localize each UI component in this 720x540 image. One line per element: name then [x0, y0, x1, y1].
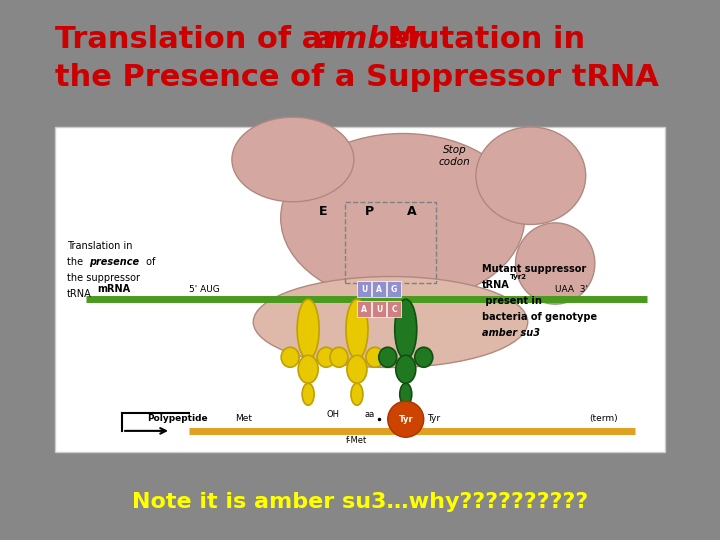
- Ellipse shape: [253, 276, 528, 368]
- Bar: [372, 301, 386, 317]
- Ellipse shape: [351, 383, 363, 405]
- Text: Met: Met: [235, 414, 253, 423]
- Text: A: A: [407, 205, 417, 218]
- Ellipse shape: [347, 355, 367, 383]
- Ellipse shape: [400, 383, 412, 405]
- Text: the Presence of a Suppressor tRNA: the Presence of a Suppressor tRNA: [55, 63, 659, 91]
- Bar: [387, 281, 401, 297]
- Text: C: C: [391, 305, 397, 314]
- Text: U: U: [376, 305, 382, 314]
- Ellipse shape: [330, 347, 348, 367]
- Ellipse shape: [281, 347, 299, 367]
- Text: P: P: [364, 205, 374, 218]
- Text: Note it is amber su3…why??????????: Note it is amber su3…why??????????: [132, 492, 588, 512]
- Bar: [387, 301, 401, 317]
- Ellipse shape: [379, 347, 397, 367]
- Text: (term): (term): [590, 414, 618, 423]
- Text: mRNA: mRNA: [98, 284, 131, 294]
- Text: G: G: [391, 285, 397, 294]
- Text: OH: OH: [326, 410, 339, 418]
- Text: E: E: [319, 205, 328, 218]
- Text: Tyr: Tyr: [398, 415, 413, 424]
- Text: f-Met: f-Met: [346, 436, 368, 446]
- Text: Translation of an: Translation of an: [55, 25, 354, 55]
- Ellipse shape: [395, 299, 417, 359]
- Text: Tyr: Tyr: [427, 414, 440, 423]
- Ellipse shape: [302, 383, 314, 405]
- Ellipse shape: [297, 299, 319, 359]
- Text: U: U: [361, 285, 367, 294]
- Bar: [357, 301, 371, 317]
- Bar: [357, 281, 371, 297]
- Circle shape: [388, 401, 424, 437]
- Text: present in: present in: [482, 295, 542, 306]
- Text: tRNA: tRNA: [67, 289, 92, 299]
- Bar: [55, 127, 665, 452]
- Text: bacteria of genotype: bacteria of genotype: [482, 312, 597, 321]
- Ellipse shape: [298, 355, 318, 383]
- Text: Stop
codon: Stop codon: [438, 145, 470, 167]
- Text: 5' AUG: 5' AUG: [189, 285, 220, 294]
- Ellipse shape: [366, 347, 384, 367]
- Text: A: A: [361, 305, 367, 314]
- Text: tRNA: tRNA: [482, 280, 510, 289]
- Text: presence: presence: [89, 256, 140, 267]
- Text: aa: aa: [364, 410, 374, 418]
- Text: Mutation in: Mutation in: [377, 25, 585, 55]
- Ellipse shape: [396, 355, 415, 383]
- Text: Polypeptide: Polypeptide: [147, 414, 207, 423]
- Text: A: A: [376, 285, 382, 294]
- Bar: [345, 202, 436, 283]
- Ellipse shape: [476, 127, 585, 225]
- Ellipse shape: [516, 223, 595, 304]
- Ellipse shape: [415, 347, 433, 367]
- Ellipse shape: [317, 347, 335, 367]
- Text: the: the: [67, 256, 86, 267]
- Ellipse shape: [232, 117, 354, 202]
- Text: Mutant suppressor: Mutant suppressor: [482, 264, 586, 273]
- Ellipse shape: [346, 299, 368, 359]
- Ellipse shape: [281, 133, 525, 302]
- Text: the suppressor: the suppressor: [67, 273, 140, 283]
- Bar: [372, 281, 386, 297]
- Text: Tyr2: Tyr2: [510, 273, 527, 280]
- Text: of: of: [143, 256, 156, 267]
- Text: Translation in: Translation in: [67, 241, 132, 251]
- Text: amber su3: amber su3: [482, 327, 540, 338]
- Text: amber: amber: [315, 25, 425, 55]
- Text: UAA  3': UAA 3': [555, 285, 588, 294]
